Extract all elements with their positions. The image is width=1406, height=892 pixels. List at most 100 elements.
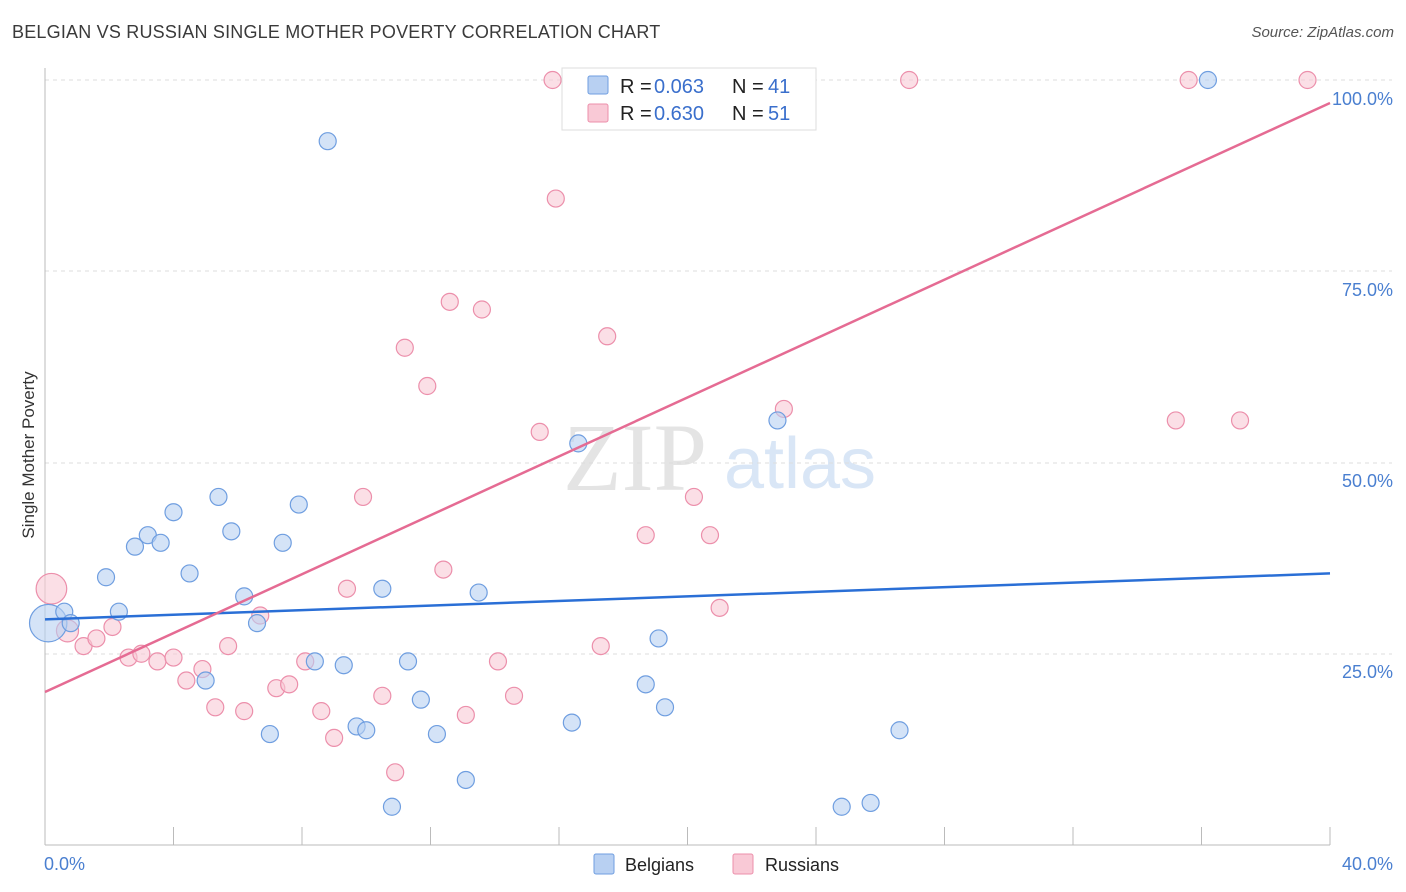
legend-n-value-belgians: 41 xyxy=(768,76,790,98)
point-belgians xyxy=(318,132,337,151)
regression-line-russians xyxy=(44,101,1331,694)
x-tick-label: 0.0% xyxy=(44,854,85,874)
y-tick-labels: 100.0% 75.0% 50.0% 25.0% xyxy=(1332,89,1393,682)
axes xyxy=(44,68,1331,846)
point-russians xyxy=(440,292,459,311)
legend-n-label-belgians: N = xyxy=(732,76,764,98)
point-russians xyxy=(337,579,357,598)
point-russians xyxy=(636,526,655,545)
y-tick-label: 50.0% xyxy=(1342,471,1393,491)
point-russians xyxy=(710,598,729,617)
point-belgians xyxy=(768,411,787,430)
series-legend-swatch-belgians xyxy=(593,853,615,875)
point-russians xyxy=(434,560,453,579)
point-belgians xyxy=(382,797,402,816)
point-russians xyxy=(598,327,617,346)
point-belgians xyxy=(411,690,430,709)
point-belgians xyxy=(260,724,279,744)
point-russians xyxy=(386,763,405,782)
legend-r-value-russians: 0.630 xyxy=(654,103,704,125)
point-russians xyxy=(148,652,167,671)
point-russians xyxy=(546,189,565,208)
series-legend-label-russians: Russians xyxy=(765,855,839,875)
stats-legend: R = 0.063 N = 41 R = 0.630 N = 51 xyxy=(561,67,817,131)
point-russians xyxy=(325,728,344,748)
point-belgians xyxy=(125,537,145,556)
point-belgians xyxy=(222,522,241,541)
legend-r-label-russians: R = xyxy=(620,103,652,125)
point-russians xyxy=(472,300,491,319)
point-russians xyxy=(395,338,414,357)
point-russians xyxy=(591,636,610,656)
point-russians xyxy=(684,487,704,507)
series-legend-label-belgians: Belgians xyxy=(625,855,694,875)
point-belgians xyxy=(562,713,581,732)
point-russians xyxy=(418,376,437,396)
point-belgians xyxy=(357,721,376,740)
y-tick-label: 75.0% xyxy=(1342,280,1393,300)
legend-n-value-russians: 51 xyxy=(768,103,790,125)
point-russians xyxy=(530,422,549,441)
source-label: Source: ZipAtlas.com xyxy=(1251,24,1394,41)
point-russians xyxy=(235,702,254,721)
regression-lines xyxy=(44,101,1331,694)
point-russians xyxy=(1298,70,1317,90)
point-belgians xyxy=(398,652,418,671)
legend-r-label-belgians: R = xyxy=(620,76,652,98)
point-russians xyxy=(700,526,720,545)
point-russians xyxy=(900,70,919,90)
y-tick-label: 100.0% xyxy=(1332,89,1393,109)
point-belgians xyxy=(636,675,655,694)
point-belgians xyxy=(861,793,880,813)
legend-r-value-belgians: 0.063 xyxy=(654,76,704,98)
point-belgians xyxy=(334,656,353,675)
point-belgians xyxy=(164,503,183,522)
point-belgians xyxy=(469,583,488,602)
series-legend: Belgians Russians xyxy=(593,853,839,875)
point-russians xyxy=(35,572,68,605)
point-russians xyxy=(177,671,196,690)
point-belgians xyxy=(305,652,324,671)
point-belgians xyxy=(373,579,392,598)
legend-swatch-belgians xyxy=(587,75,609,95)
point-belgians xyxy=(890,721,909,740)
point-belgians xyxy=(456,770,475,790)
point-russians xyxy=(1230,411,1250,430)
point-russians xyxy=(456,705,475,725)
point-russians xyxy=(280,675,299,694)
point-russians xyxy=(312,702,331,721)
point-belgians xyxy=(196,671,215,690)
point-russians xyxy=(543,70,562,90)
point-russians xyxy=(1166,411,1185,430)
y-tick-label: 25.0% xyxy=(1342,662,1393,682)
chart-title: BELGIAN VS RUSSIAN SINGLE MOTHER POVERTY… xyxy=(12,22,661,42)
point-belgians xyxy=(427,724,447,744)
point-russians xyxy=(504,686,524,705)
point-belgians xyxy=(1198,70,1218,90)
point-russians xyxy=(373,686,392,705)
point-russians xyxy=(219,636,238,656)
point-belgians xyxy=(289,495,308,514)
point-russians xyxy=(353,487,373,507)
regression-line-belgians xyxy=(44,572,1331,621)
point-belgians xyxy=(151,533,170,552)
point-belgians xyxy=(649,629,668,648)
point-belgians xyxy=(273,533,292,552)
x-tick-labels: 0.0% 40.0% xyxy=(44,854,1393,874)
watermark-atlas: atlas xyxy=(724,424,876,504)
point-russians xyxy=(103,617,122,637)
point-belgians xyxy=(832,797,851,816)
point-russians xyxy=(1179,70,1198,90)
series-legend-swatch-russians xyxy=(732,853,754,875)
x-tick-label: 40.0% xyxy=(1342,854,1393,874)
point-belgians xyxy=(247,614,267,633)
point-belgians xyxy=(180,564,199,583)
point-russians xyxy=(206,698,225,717)
y-axis-title: Single Mother Poverty xyxy=(19,371,38,539)
point-belgians xyxy=(209,487,228,507)
point-russians xyxy=(488,652,508,671)
point-russians xyxy=(164,648,183,667)
point-belgians xyxy=(96,568,116,587)
legend-swatch-russians xyxy=(587,103,609,123)
